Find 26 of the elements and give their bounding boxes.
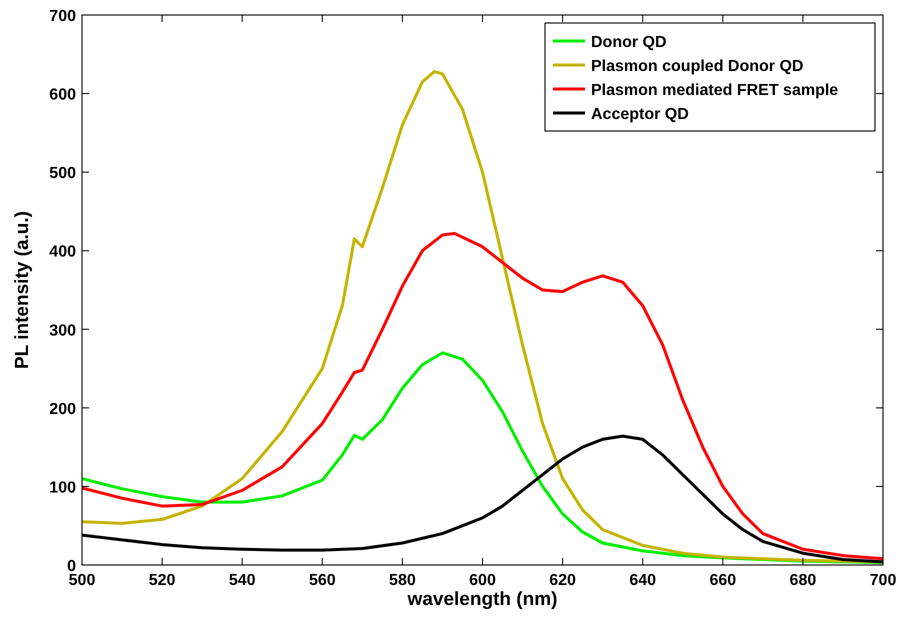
x-axis-title: wavelength (nm) (406, 589, 558, 610)
y-tick-label: 200 (49, 400, 76, 418)
x-tick-label: 640 (629, 572, 656, 589)
y-tick-label: 700 (49, 8, 76, 25)
y-tick-label: 100 (49, 479, 76, 496)
legend-label: Plasmon mediated FRET sample (591, 82, 838, 99)
y-tick-label: 600 (49, 86, 76, 104)
y-tick-label: 0 (67, 558, 76, 575)
legend-label: Plasmon coupled Donor QD (591, 58, 804, 75)
y-tick-label: 300 (49, 322, 76, 340)
x-tick-label: 500 (68, 572, 96, 589)
x-tick-label: 540 (228, 572, 256, 589)
x-tick-label: 600 (469, 572, 496, 589)
x-tick-label: 620 (549, 572, 576, 589)
x-tick-label: 700 (870, 572, 896, 589)
x-tick-label: 660 (709, 572, 736, 589)
legend-label: Acceptor QD (591, 106, 689, 123)
x-tick-label: 560 (308, 572, 336, 589)
y-tick-label: 400 (49, 244, 76, 261)
x-tick-label: 520 (148, 572, 176, 589)
y-axis-title: PL intensity (a.u.) (12, 210, 33, 370)
legend-label: Donor QD (591, 34, 667, 51)
y-tick-label: 500 (49, 165, 76, 182)
x-tick-label: 580 (389, 572, 416, 589)
line-series (82, 232, 883, 560)
x-tick-label: 680 (790, 572, 816, 589)
